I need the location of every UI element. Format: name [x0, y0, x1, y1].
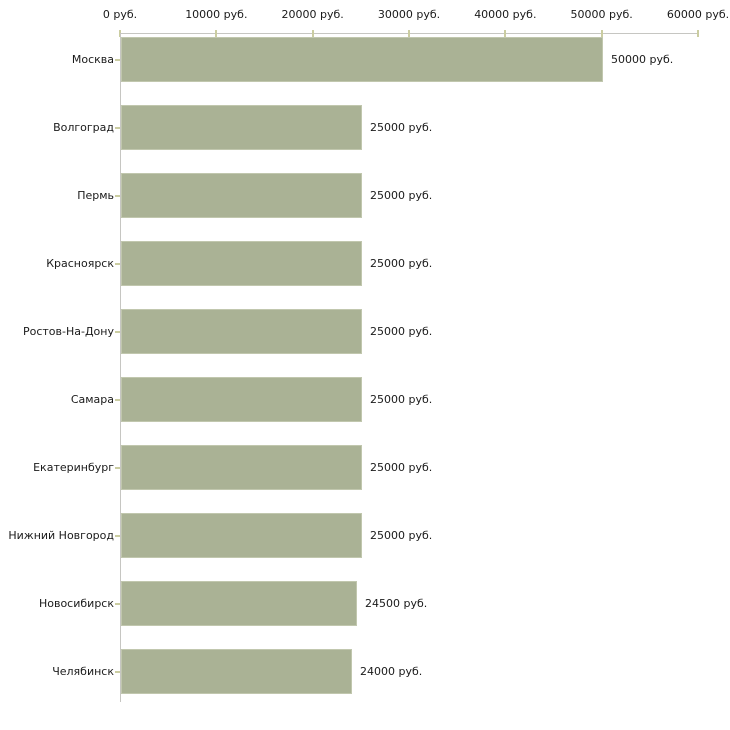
category-label: Москва	[71, 53, 114, 66]
bar	[121, 513, 362, 558]
bar-value-label: 24500 руб.	[365, 597, 428, 610]
x-axis-tick-label: 20000 руб.	[281, 8, 344, 21]
bar	[121, 37, 603, 82]
category-label: Пермь	[77, 189, 114, 202]
category-label: Самара	[70, 393, 114, 406]
bar-value-label: 25000 руб.	[370, 325, 433, 338]
bar	[121, 241, 362, 286]
bar	[121, 581, 357, 626]
category-label: Челябинск	[52, 665, 114, 678]
category-tick-mark	[115, 467, 120, 469]
category-label: Екатеринбург	[33, 461, 114, 474]
x-axis-tick-mark	[504, 30, 507, 37]
bar	[121, 445, 362, 490]
category-tick-mark	[115, 59, 120, 61]
category-tick-mark	[115, 399, 120, 401]
x-axis-tick-label: 10000 руб.	[185, 8, 248, 21]
bar-value-label: 25000 руб.	[370, 257, 433, 270]
x-axis-tick-mark	[311, 30, 314, 37]
x-axis-tick-label: 0 руб.	[102, 8, 138, 21]
x-axis-tick-label: 30000 руб.	[377, 8, 441, 21]
x-axis-tick-label: 50000 руб.	[570, 8, 633, 21]
category-label: Нижний Новгород	[8, 529, 114, 542]
bar-value-label: 25000 руб.	[370, 393, 433, 406]
x-axis-tick-label: 60000 руб.	[666, 8, 730, 21]
category-tick-mark	[115, 195, 120, 197]
bar	[121, 649, 352, 694]
bar-value-label: 25000 руб.	[370, 189, 433, 202]
x-axis-tick-mark	[408, 30, 410, 37]
bar	[121, 377, 362, 422]
category-tick-mark	[115, 535, 120, 537]
x-axis-tick-mark	[215, 30, 218, 37]
category-label: Красноярск	[46, 257, 114, 270]
bar-value-label: 25000 руб.	[370, 529, 433, 542]
category-tick-mark	[115, 263, 120, 265]
x-axis-tick-label: 40000 руб.	[474, 8, 537, 21]
category-tick-mark	[115, 671, 120, 673]
bar-value-label: 25000 руб.	[370, 121, 433, 134]
x-axis-tick-mark	[697, 30, 699, 37]
bar-value-label: 24000 руб.	[360, 665, 423, 678]
category-label: Ростов-На-Дону	[22, 325, 114, 338]
bar-value-label: 50000 руб.	[611, 53, 674, 66]
category-tick-mark	[115, 127, 120, 129]
category-tick-mark	[115, 603, 120, 605]
x-axis-tick-mark	[600, 30, 603, 37]
bar	[121, 309, 362, 354]
bar	[121, 105, 362, 150]
y-axis-line	[120, 33, 121, 702]
bar	[121, 173, 362, 218]
category-label: Волгоград	[53, 121, 114, 134]
bar-value-label: 25000 руб.	[370, 461, 433, 474]
category-tick-mark	[115, 331, 120, 333]
category-label: Новосибирск	[38, 597, 114, 610]
